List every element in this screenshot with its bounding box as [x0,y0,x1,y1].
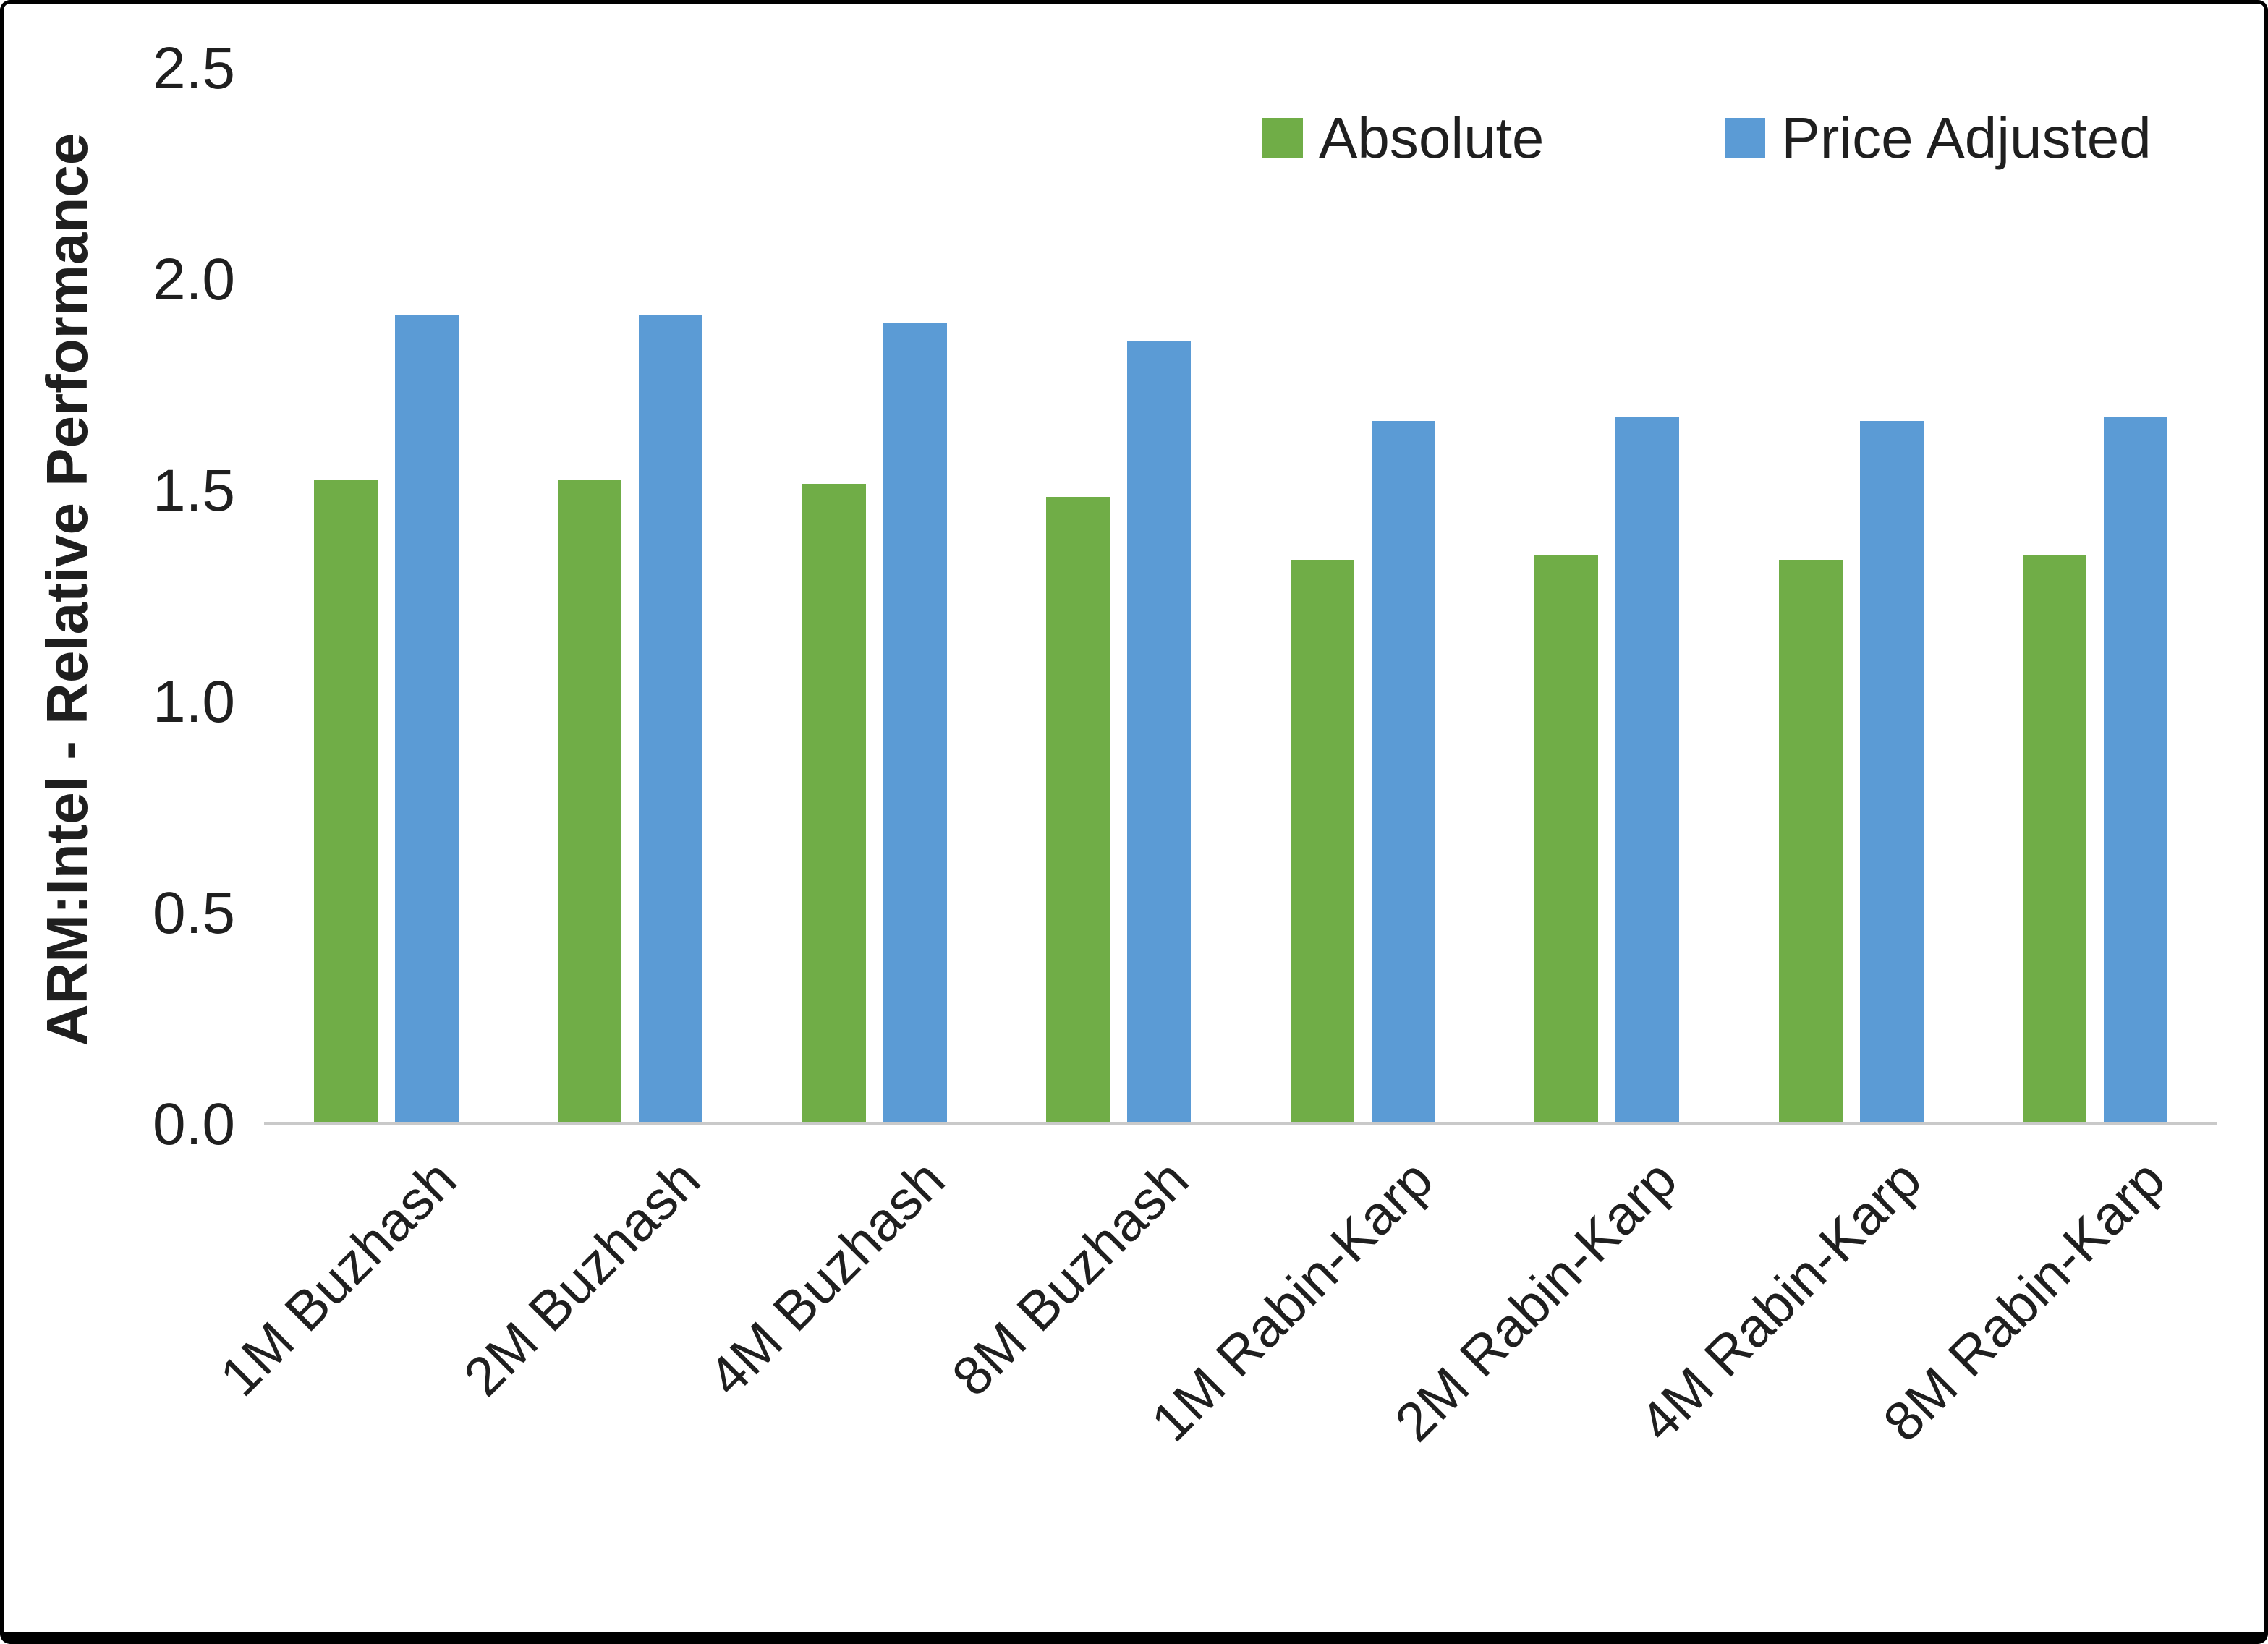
legend-item-price-adjusted: Price Adjusted [1725,105,2152,171]
y-tick-label: 0.0 [153,1091,235,1157]
y-tick-label: 1.0 [153,669,235,735]
x-category-label: 2M Buzhash [452,1148,713,1408]
plot-area [264,69,2217,1125]
bar-absolute [1290,560,1354,1122]
bar-group [2023,69,2168,1122]
bar-absolute [2023,555,2087,1122]
bar-absolute [1778,560,1843,1122]
x-category-label: 8M Buzhash [940,1148,1201,1408]
bar-group [1290,69,1435,1122]
y-tick-label: 2.0 [153,247,235,312]
bar-price-adjusted [1127,341,1192,1122]
bar-absolute [313,480,378,1122]
bar-price-adjusted [1371,421,1435,1122]
bar-price-adjusted [883,323,947,1122]
x-category-label: 2M Rabin-Karp [1383,1148,1689,1454]
x-category-label: 1M Buzhash [208,1148,468,1408]
legend-label-price-adjusted: Price Adjusted [1781,106,2152,170]
bar-absolute [802,484,866,1122]
legend-swatch-price-adjusted [1725,118,1766,158]
y-tick-label: 0.5 [153,880,235,946]
legend-item-absolute: Absolute [1262,105,1544,171]
x-category-label: 1M Rabin-Karp [1139,1148,1445,1454]
y-tick-label: 2.5 [153,35,235,101]
bar-group [1534,69,1680,1122]
legend: Absolute Price Adjusted [1262,105,2152,171]
bar-absolute [1046,497,1110,1122]
x-category-label: 4M Buzhash [696,1148,956,1408]
bar-price-adjusted [1615,417,1680,1122]
bar-group [1778,69,1924,1122]
bar-absolute [558,480,622,1122]
legend-swatch-absolute [1262,118,1303,158]
bar-price-adjusted [1859,421,1924,1122]
bar-group [802,69,947,1122]
x-category-label: 4M Rabin-Karp [1628,1148,1933,1454]
legend-label-absolute: Absolute [1319,106,1545,170]
x-category-label: 8M Rabin-Karp [1872,1148,2178,1454]
bar-group [1046,69,1192,1122]
bar-absolute [1534,555,1599,1122]
y-tick-label: 1.5 [153,458,235,524]
bar-price-adjusted [394,315,459,1122]
bar-price-adjusted [2104,417,2168,1122]
bar-group [313,69,459,1122]
bar-group [558,69,703,1122]
bar-price-adjusted [639,315,703,1122]
